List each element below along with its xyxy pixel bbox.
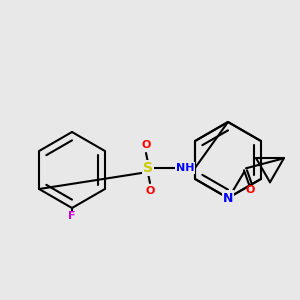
Text: O: O <box>145 186 155 196</box>
Text: F: F <box>68 211 76 221</box>
Text: NH: NH <box>176 163 194 173</box>
Text: S: S <box>143 161 153 175</box>
Text: O: O <box>141 140 151 150</box>
Text: O: O <box>245 185 255 195</box>
Text: N: N <box>223 191 233 205</box>
